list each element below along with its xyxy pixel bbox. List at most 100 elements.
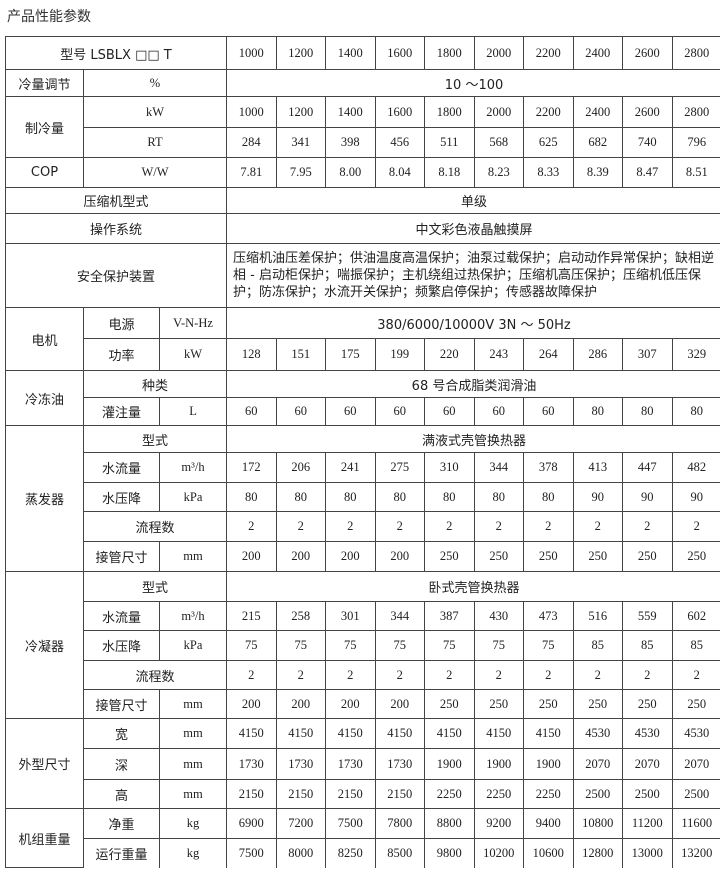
model-value: 1800 bbox=[424, 36, 475, 70]
table-row: 操作系统 中文彩色液晶触摸屏 bbox=[4, 213, 720, 244]
model-value: 2800 bbox=[671, 36, 720, 70]
value-cell: 8.04 bbox=[374, 157, 426, 188]
value-cell: 430 bbox=[473, 601, 525, 631]
value-cell: 75 bbox=[325, 630, 376, 661]
value-cell: 60 bbox=[226, 397, 277, 426]
value-cell: 2 bbox=[374, 511, 426, 542]
value-cell: 75 bbox=[424, 630, 475, 661]
sub-label: 水压降 bbox=[83, 630, 160, 661]
value-cell: 10200 bbox=[473, 838, 525, 868]
value-cell: 2 bbox=[374, 660, 426, 690]
value-cell: 80 bbox=[374, 482, 426, 512]
unit-label: W/W bbox=[82, 157, 228, 188]
value-cell: 2150 bbox=[325, 779, 376, 809]
value-cell: 75 bbox=[374, 630, 426, 661]
table-row: 水流量 m³/h 215 258 301 344 387 430 473 516 559 602 bbox=[6, 601, 720, 631]
value-cell: 2 bbox=[226, 660, 277, 690]
unit-label: mm bbox=[158, 541, 228, 572]
header-row: 型号 LSBLX □□ T 1000 1200 1400 1600 1800 2000 220… bbox=[4, 36, 720, 70]
value-cell: 80 bbox=[226, 482, 277, 512]
value-cell: 1900 bbox=[473, 748, 525, 780]
value-cell: 250 bbox=[671, 541, 720, 572]
table-row: COP W/W 7.81 7.95 8.00 8.04 8.18 8.23 8.33 8.39 8.… bbox=[5, 157, 720, 188]
unit-label: kPa bbox=[158, 630, 228, 661]
group-label: 外型尺寸 bbox=[5, 718, 84, 809]
value-cell: 75 bbox=[275, 630, 327, 661]
table-row: 冷凝器 型式 卧式壳管换热器 bbox=[5, 571, 720, 719]
value-cell: 301 bbox=[325, 601, 376, 631]
value-cell: 341 bbox=[275, 127, 327, 158]
value-cell: 8.33 bbox=[523, 157, 574, 188]
table-row: 电机 电源 V-N-Hz 380/6000/10000V 3N ～ 50Hz bbox=[5, 307, 720, 371]
value-cell: 2 bbox=[523, 660, 574, 690]
value-cell: 4150 bbox=[424, 718, 475, 749]
value-cell: 8250 bbox=[325, 838, 376, 868]
unit-label: mm bbox=[158, 689, 228, 719]
value-cell: 2 bbox=[275, 660, 327, 690]
value-cell: 4150 bbox=[523, 718, 574, 749]
table-row: 高 mm 2150 2150 2150 2150 2250 2250 2250 2500 2500 2… bbox=[6, 779, 720, 809]
value-cell: 80 bbox=[325, 482, 376, 512]
unit-label: kPa bbox=[158, 482, 228, 512]
unit-label: m³/h bbox=[158, 452, 228, 483]
value-cell: 2070 bbox=[671, 748, 720, 780]
table-row: 制冷量 kW 1000 1200 1400 1600 1800 2000 2200 2400 260… bbox=[5, 96, 720, 158]
value-cell: 10600 bbox=[523, 838, 574, 868]
value-cell: 250 bbox=[473, 689, 525, 719]
table-row: 冷冻油 种类 68 号合成脂类润滑油 bbox=[5, 370, 720, 426]
value-cell: 8500 bbox=[374, 838, 426, 868]
value-cell: 250 bbox=[671, 689, 720, 719]
model-value: 1200 bbox=[275, 36, 327, 70]
value-cell: 1730 bbox=[374, 748, 426, 780]
value-cell: 344 bbox=[374, 601, 426, 631]
value-cell: 75 bbox=[473, 630, 525, 661]
sub-label: 接管尺寸 bbox=[83, 689, 160, 719]
model-value: 2600 bbox=[622, 36, 673, 70]
model-value: 1400 bbox=[325, 36, 376, 70]
value-cell: 128 bbox=[226, 338, 277, 371]
value-cell: 2 bbox=[424, 660, 475, 690]
value-cell: 60 bbox=[473, 397, 525, 426]
value-cell: 6900 bbox=[226, 808, 277, 839]
value-cell: 60 bbox=[275, 397, 327, 426]
value-cell: 80 bbox=[424, 482, 475, 512]
value-cell: 250 bbox=[572, 689, 624, 719]
value-cell: 250 bbox=[622, 541, 673, 572]
value-cell: 250 bbox=[523, 541, 574, 572]
group-label: 机组重量 bbox=[5, 808, 84, 868]
value-cell: 175 bbox=[325, 338, 376, 371]
group-label: COP bbox=[5, 157, 84, 188]
value-cell: 559 bbox=[622, 601, 673, 631]
value-cell: 13200 bbox=[671, 838, 720, 868]
value-cell: 60 bbox=[374, 397, 426, 426]
value-cell: 1730 bbox=[325, 748, 376, 780]
table-row: 流程数 2 2 2 2 2 2 2 2 2 2 bbox=[6, 660, 720, 690]
model-value: 2400 bbox=[572, 36, 624, 70]
value-cell: 11600 bbox=[671, 808, 720, 839]
table-row: 冷量调节% 10 ～100 bbox=[5, 69, 720, 97]
table-row: RT 284 341 398 456 511 568 625 682 740 796 bbox=[6, 127, 720, 158]
value-cell: 2500 bbox=[622, 779, 673, 809]
sub-label: 种类 bbox=[82, 370, 228, 398]
value-cell: 200 bbox=[275, 541, 327, 572]
value-cell: 1800 bbox=[424, 96, 475, 128]
row-value: 满液式壳管换热器 bbox=[226, 425, 720, 453]
value-cell: 2 bbox=[424, 511, 475, 542]
value-cell: 511 bbox=[424, 127, 475, 158]
group-label: 制冷量 bbox=[5, 96, 84, 158]
value-cell: 740 bbox=[622, 127, 673, 158]
value-cell: 473 bbox=[523, 601, 574, 631]
sub-label: 水流量 bbox=[83, 601, 160, 631]
value-cell: 250 bbox=[424, 689, 475, 719]
table-row: 流程数 2 2 2 2 2 2 2 2 2 2 bbox=[6, 511, 720, 542]
value-cell: 2200 bbox=[523, 96, 574, 128]
value-cell: 11200 bbox=[622, 808, 673, 839]
value-cell: 1600 bbox=[374, 96, 426, 128]
value-cell: 90 bbox=[572, 482, 624, 512]
model-value: 2000 bbox=[473, 36, 525, 70]
table-row: 深 mm 1730 1730 1730 1730 1900 1900 1900 2070 2070 2… bbox=[6, 748, 720, 780]
value-cell: 4150 bbox=[374, 718, 426, 749]
row-value: 压缩机油压差保护；供油温度高温保护；油泵过载保护；启动动作异常保护；缺相逆相 -… bbox=[226, 243, 720, 308]
unit-label: L bbox=[158, 397, 228, 426]
value-cell: 215 bbox=[226, 601, 277, 631]
